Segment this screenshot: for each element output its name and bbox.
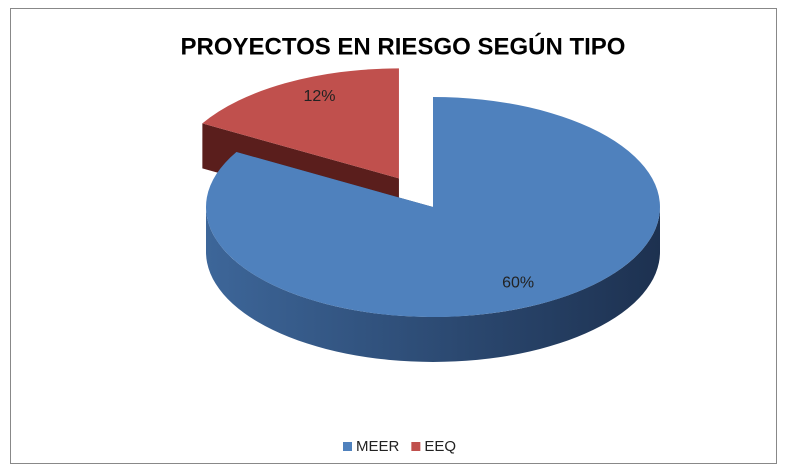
legend-swatch [343,442,352,451]
legend-label: EEQ [424,438,456,455]
slice-side [206,207,660,362]
pie: 60% 12% [202,68,661,362]
data-label: 60% [502,275,534,292]
slice [205,97,661,362]
chart-title: PROYECTOS EN RIESGO SEGÚN TIPO [181,32,626,60]
legend: MEER EEQ [343,438,456,455]
legend-label: MEER [356,438,400,455]
slice-top [205,97,661,317]
slice-top [202,68,399,179]
legend-swatch [411,442,421,451]
data-label: 12% [303,88,335,105]
